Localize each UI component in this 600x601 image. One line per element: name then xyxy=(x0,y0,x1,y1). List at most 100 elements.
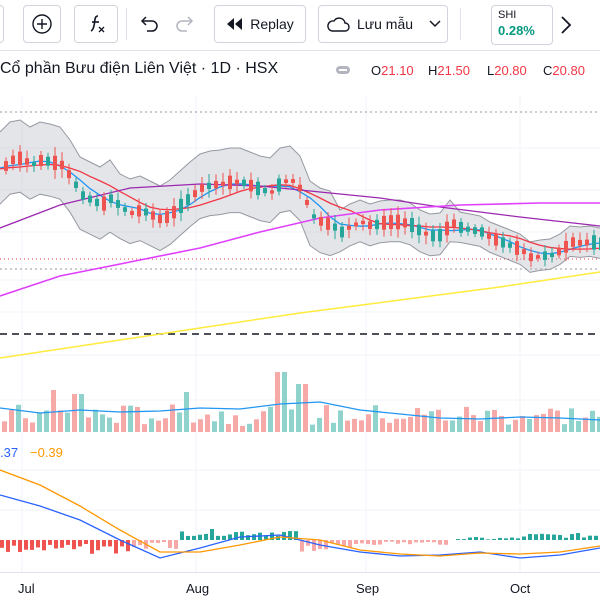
candle-body xyxy=(46,157,50,166)
volume-bar xyxy=(9,410,14,432)
macd-histogram-bar xyxy=(396,540,400,544)
candle-body xyxy=(585,240,589,246)
volume-bar xyxy=(436,410,441,432)
macd-histogram-bar xyxy=(198,535,202,540)
volume-bar xyxy=(65,413,70,432)
macd-histogram-bar xyxy=(426,540,430,542)
volume-bar xyxy=(107,418,112,432)
volume-bar xyxy=(310,425,315,432)
candle-body xyxy=(4,161,8,171)
macd-histogram-bar xyxy=(546,534,550,540)
candle-body xyxy=(473,227,477,234)
chevron-right-icon xyxy=(556,14,576,36)
macd-histogram-bar xyxy=(432,540,436,542)
candle-body xyxy=(319,217,323,226)
macd-histogram-bar xyxy=(360,540,364,543)
candle-body xyxy=(452,219,456,226)
compare-symbol-chip[interactable]: SHI 0.28% xyxy=(491,5,553,45)
macd-histogram-bar xyxy=(492,539,496,540)
volume-bar xyxy=(219,411,224,432)
candle-body xyxy=(39,155,43,166)
redo-icon[interactable] xyxy=(173,13,197,35)
volume-bar xyxy=(492,410,497,432)
candle-body xyxy=(67,170,71,178)
volume-bar xyxy=(548,409,553,432)
volume-bar xyxy=(331,423,336,432)
volume-bar xyxy=(569,408,574,432)
candle-body xyxy=(571,237,575,246)
macd-histogram-bar xyxy=(216,536,220,540)
macd-histogram-bar xyxy=(468,538,472,540)
candle-body xyxy=(522,249,526,254)
volume-bar xyxy=(114,423,119,432)
macd-histogram-bar xyxy=(60,540,64,548)
volume-bar xyxy=(247,424,252,432)
candle-body xyxy=(396,215,400,230)
price-chart-canvas[interactable] xyxy=(0,95,600,572)
volume-bar xyxy=(149,418,154,432)
candle-body xyxy=(333,224,337,231)
candle-body xyxy=(270,190,274,193)
save-template-label: Lưu mẫu xyxy=(357,16,413,32)
candle-body xyxy=(354,222,358,226)
candle-body xyxy=(445,222,449,236)
macd-histogram-bar xyxy=(414,540,418,542)
volume-bar xyxy=(296,384,301,432)
candle-body xyxy=(186,194,190,205)
volume-bar xyxy=(506,425,511,432)
volume-bar xyxy=(135,407,140,432)
candle-body xyxy=(529,253,533,261)
volume-bar xyxy=(2,421,7,432)
candle-body xyxy=(431,230,435,241)
candle-body xyxy=(95,199,99,206)
candle-body xyxy=(228,176,232,189)
volume-bar xyxy=(86,417,91,432)
candle-body xyxy=(557,248,561,256)
next-button[interactable] xyxy=(556,14,576,41)
add-button[interactable] xyxy=(23,5,61,43)
volume-bar xyxy=(380,418,385,432)
candle-body xyxy=(438,229,442,241)
indicators-button[interactable] xyxy=(74,5,118,43)
candle-body xyxy=(200,184,204,192)
candle-body xyxy=(417,225,421,236)
volume-bar xyxy=(527,419,532,432)
undo-icon[interactable] xyxy=(137,13,161,35)
macd-histogram-bar xyxy=(204,534,208,540)
macd-histogram-bar xyxy=(288,531,292,540)
candle-body xyxy=(242,180,246,186)
save-template-dropdown[interactable]: Lưu mẫu xyxy=(318,5,448,43)
replay-button[interactable]: Replay xyxy=(214,5,306,43)
candle-body xyxy=(256,182,260,195)
volume-bar xyxy=(520,416,525,432)
volume-bar xyxy=(282,372,287,432)
volume-bar xyxy=(30,422,35,432)
volume-bar xyxy=(324,405,329,432)
partial-button[interactable] xyxy=(0,5,4,43)
macd-histogram-bar xyxy=(18,540,22,552)
volume-bar xyxy=(450,420,455,432)
volume-bar xyxy=(233,415,238,432)
candle-body xyxy=(123,207,127,212)
candle-body xyxy=(32,162,36,166)
chevron-down-icon xyxy=(429,20,441,28)
plus-circle-icon xyxy=(31,13,53,35)
macd-histogram-bar xyxy=(402,540,406,542)
macd-histogram-bar xyxy=(474,537,478,540)
volume-bar xyxy=(401,419,406,432)
volume-bar xyxy=(443,420,448,432)
macd-histogram-bar xyxy=(54,540,58,548)
macd-histogram-bar xyxy=(78,540,82,546)
rewind-icon xyxy=(226,17,244,31)
macd-histogram-bar xyxy=(486,539,490,540)
collapse-legend-icon[interactable] xyxy=(336,66,350,74)
top-toolbar: Replay Lưu mẫu SHI 0.28% xyxy=(0,0,600,51)
macd-histogram-bar xyxy=(552,535,556,540)
volume-bar xyxy=(163,418,168,432)
candle-body xyxy=(326,218,330,230)
time-axis: Jul Aug Sep Oct xyxy=(0,572,600,601)
candle-body xyxy=(543,251,547,259)
macd-histogram-bar xyxy=(354,540,358,544)
macd-histogram-bar xyxy=(150,540,154,543)
volume-bar xyxy=(72,394,77,432)
